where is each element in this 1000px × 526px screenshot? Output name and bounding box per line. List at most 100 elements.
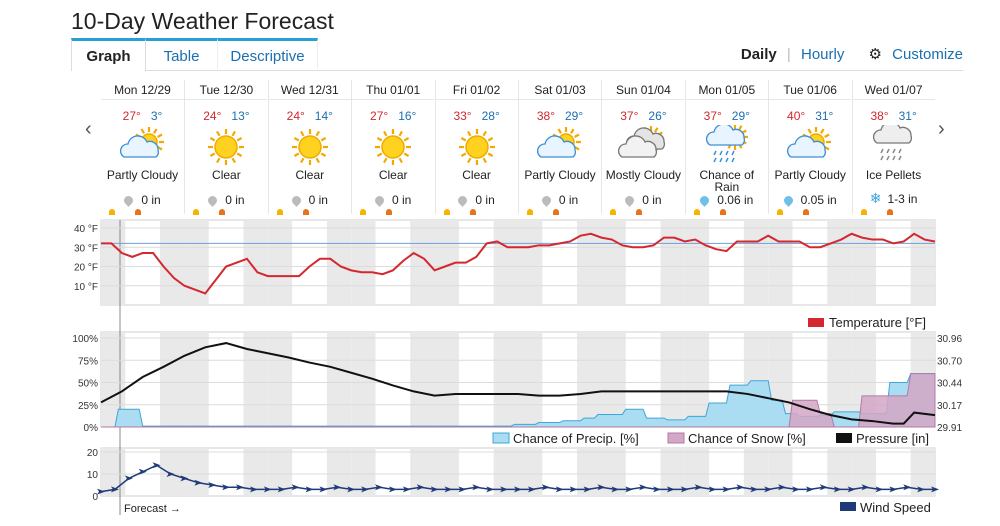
day-temps: 40° 31° <box>769 109 851 123</box>
day-card: Sun 01/04 37° 26° Mostly Cloudy 0 in <box>601 80 685 215</box>
wind-direction-arrow-icon <box>263 486 272 493</box>
night-band <box>518 220 543 305</box>
night-band <box>493 220 518 305</box>
night-band <box>326 332 352 427</box>
night-band <box>101 332 126 427</box>
condition-text: Clear <box>212 168 241 182</box>
day-temps: 37° 29° <box>686 109 768 123</box>
partly-cloudy-icon <box>537 127 581 158</box>
pressure-line <box>100 342 936 425</box>
wind-direction-arrow-icon <box>486 486 495 493</box>
wind-direction-arrow-icon <box>819 484 828 491</box>
wind-direction-arrow-icon <box>625 486 634 493</box>
wind-direction-arrow-icon <box>402 486 411 493</box>
hourly-link[interactable]: Hourly <box>800 46 845 63</box>
temp-axis-tick: 10 °F <box>74 282 98 293</box>
wind-direction-arrow-icon <box>305 486 314 493</box>
raindrop-icon <box>623 194 637 208</box>
link-separator: | <box>786 46 791 63</box>
night-band <box>160 448 185 496</box>
wind-legend-label: Wind Speed <box>860 500 931 515</box>
raindrop-icon <box>539 194 553 208</box>
night-band <box>410 220 435 305</box>
tab-graph[interactable]: Graph <box>71 38 146 71</box>
wind-direction-arrow-icon <box>875 486 884 493</box>
day-date: Sun 01/04 <box>602 83 685 100</box>
wind-direction-arrow-icon <box>347 486 356 493</box>
sun-times-bar <box>101 209 184 215</box>
low-temp: 31° <box>815 109 834 123</box>
partly-cloudy-icon <box>787 127 832 158</box>
tab-descriptive[interactable]: Descriptive <box>218 38 318 69</box>
precip-legend-label: Chance of Precip. [%] <box>513 431 639 446</box>
sun-times-bar <box>185 209 267 215</box>
condition-text: Partly Cloudy <box>106 168 179 182</box>
precip-axis-tick: 75% <box>78 356 98 367</box>
high-temp: 38° <box>536 109 555 123</box>
wind-direction-arrow-icon <box>555 486 564 493</box>
wind-direction-arrow-icon <box>375 484 383 491</box>
next-arrow-icon[interactable]: › <box>938 118 945 140</box>
high-temp: 37° <box>620 109 639 123</box>
day-date: Wed 12/31 <box>268 83 351 100</box>
tab-table[interactable]: Table <box>146 38 218 69</box>
chart-panel-frame <box>100 331 936 428</box>
wind-direction-arrow-icon <box>236 484 244 491</box>
wind-direction-arrow-icon <box>222 484 231 491</box>
day-date: Fri 01/02 <box>435 83 518 100</box>
customize-button[interactable]: ⚙ Customize <box>863 46 963 63</box>
partly-cloudy-icon <box>119 127 164 158</box>
sun-times-bar <box>769 209 851 215</box>
night-band <box>267 332 293 427</box>
wind-direction-arrow-icon <box>694 484 703 491</box>
day-temps: 38° 29° <box>519 109 601 123</box>
sun-times-bar <box>853 209 935 215</box>
wind-direction-arrow-icon <box>527 486 536 493</box>
day-date: Tue 12/30 <box>185 83 268 100</box>
snow-legend-label: Chance of Snow [%] <box>688 431 806 446</box>
wind-direction-arrow-icon <box>361 486 370 493</box>
night-band <box>243 448 268 496</box>
wind-direction-arrow-icon <box>514 486 522 493</box>
night-band <box>410 448 435 496</box>
night-band <box>851 220 876 305</box>
wind-direction-arrow-icon <box>500 486 509 493</box>
wind-direction-arrow-icon <box>861 484 870 491</box>
low-temp: 28° <box>481 109 500 123</box>
precip-amount-row: 0 in <box>602 193 684 208</box>
night-band <box>660 220 685 305</box>
night-band <box>101 220 126 305</box>
night-band <box>660 448 685 496</box>
precip-amount-row: ❄ 1-3 in <box>853 190 935 207</box>
wind-direction-arrow-icon <box>847 486 856 493</box>
pressure-axis-tick: 29.91 <box>937 423 962 434</box>
night-band <box>601 220 626 305</box>
day-card: Tue 01/06 40° 31° Partly Cloudy 0.05 in <box>768 80 852 215</box>
wind-direction-arrow-icon <box>889 486 898 493</box>
day-card: Wed 12/31 24° 14° Clear 0 in <box>267 80 351 215</box>
sun-times-bar <box>686 209 768 215</box>
raindrop-icon <box>698 194 712 208</box>
day-card: Fri 01/02 33° 28° Clear 0 in <box>434 80 518 215</box>
wind-direction-arrow-icon <box>180 475 189 482</box>
night-band <box>243 220 268 305</box>
temp-axis-tick: 30 °F <box>74 243 98 254</box>
low-temp: 16° <box>398 109 417 123</box>
day-date: Mon 01/05 <box>685 83 768 100</box>
high-temp: 27° <box>122 109 141 123</box>
night-band <box>743 448 769 496</box>
pressure-axis-tick: 30.44 <box>937 379 962 390</box>
wind-direction-arrow-icon <box>444 486 453 493</box>
chart-panel-frame <box>100 447 936 497</box>
night-band <box>493 332 518 427</box>
precip-axis-tick: 0% <box>84 423 99 434</box>
raindrop-icon <box>373 194 386 208</box>
snowflake-icon: ❄ <box>869 190 882 206</box>
wind-direction-arrow-icon <box>611 486 620 493</box>
precip-amount: 0 in <box>308 193 328 207</box>
pressure-axis-tick: 30.96 <box>937 334 962 345</box>
day-card: Mon 01/05 37° 29° Chance of Rain 0.06 in <box>684 80 768 215</box>
daily-link[interactable]: Daily <box>740 46 777 63</box>
prev-arrow-icon[interactable]: ‹ <box>85 118 92 140</box>
night-band <box>910 332 935 427</box>
